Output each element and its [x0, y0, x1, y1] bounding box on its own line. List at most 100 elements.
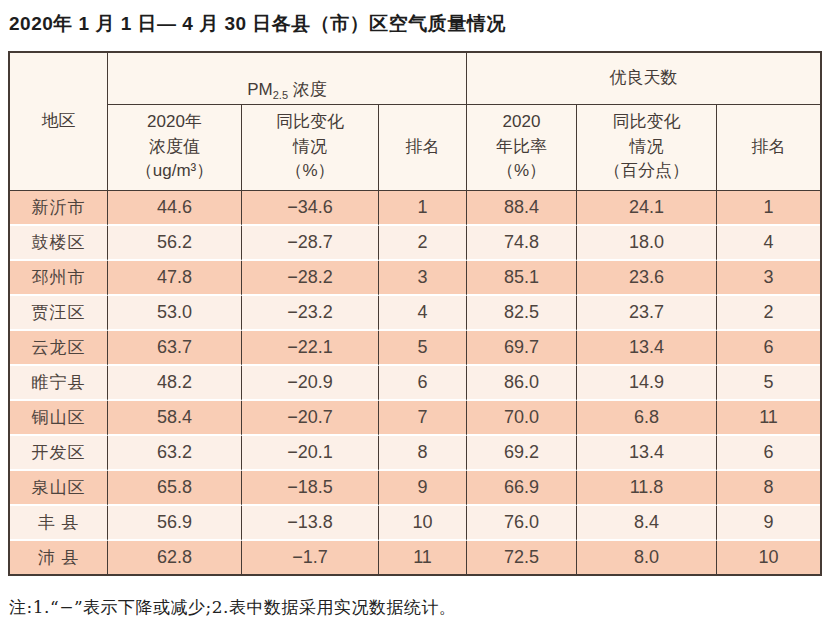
cell-good-rank: 9	[717, 506, 820, 541]
cell-pm-value: 47.8	[108, 261, 242, 296]
cell-good-rate: 82.5	[467, 296, 577, 331]
cell-good-rank: 6	[717, 331, 820, 366]
cell-pm-change: −13.8	[242, 506, 379, 541]
column-group-good-days: 优良天数	[467, 53, 820, 105]
cell-pm-value: 56.2	[108, 226, 242, 261]
cell-pm-value: 53.0	[108, 296, 242, 331]
pm25-subscript: 2.5	[273, 89, 288, 101]
cell-pm-change: −18.5	[242, 471, 379, 506]
cell-good-rank: 2	[717, 296, 820, 331]
cell-good-rate: 74.8	[467, 226, 577, 261]
cell-good-change: 18.0	[577, 226, 717, 261]
table-footnote: 注:1.“−”表示下降或减少;2.表中数据采用实况数据统计。	[8, 576, 818, 619]
column-group-pm25: PM2.5 浓度	[108, 53, 467, 105]
cell-good-change: 23.6	[577, 261, 717, 296]
cell-pm-value: 48.2	[108, 366, 242, 401]
cell-good-change: 6.8	[577, 401, 717, 436]
table-row: 邳州市 47.8 −28.2 3 85.1 23.6 3	[10, 261, 820, 296]
cell-good-change: 14.9	[577, 366, 717, 401]
cell-pm-value: 44.6	[108, 191, 242, 226]
table-row: 睢宁县 48.2 −20.9 6 86.0 14.9 5	[10, 366, 820, 401]
table-row: 鼓楼区 56.2 −28.7 2 74.8 18.0 4	[10, 226, 820, 261]
column-header-pm-change: 同比变化 情况 （%）	[242, 105, 379, 191]
cell-pm-rank: 9	[379, 471, 467, 506]
column-header-good-change: 同比变化 情况 （百分点）	[577, 105, 717, 191]
cell-pm-rank: 6	[379, 366, 467, 401]
cell-pm-rank: 2	[379, 226, 467, 261]
cell-good-rank: 5	[717, 366, 820, 401]
cell-region: 邳州市	[10, 261, 108, 296]
cell-pm-rank: 1	[379, 191, 467, 226]
table-header: 地区 PM2.5 浓度 优良天数 2020年 浓度值 （ug/m³） 同比变化 …	[10, 53, 820, 191]
cell-region: 贾汪区	[10, 296, 108, 331]
cell-good-rank: 6	[717, 436, 820, 471]
cell-pm-rank: 8	[379, 436, 467, 471]
cell-good-rate: 85.1	[467, 261, 577, 296]
cell-region: 泉山区	[10, 471, 108, 506]
cell-pm-change: −20.9	[242, 366, 379, 401]
cell-good-rank: 8	[717, 471, 820, 506]
cell-pm-rank: 7	[379, 401, 467, 436]
cell-good-change: 24.1	[577, 191, 717, 226]
column-header-good-rank: 排名	[717, 105, 820, 191]
cell-good-rate: 69.7	[467, 331, 577, 366]
cell-pm-change: −23.2	[242, 296, 379, 331]
cell-pm-change: −34.6	[242, 191, 379, 226]
column-header-pm-rank: 排名	[379, 105, 467, 191]
cell-good-change: 8.4	[577, 506, 717, 541]
table-row: 铜山区 58.4 −20.7 7 70.0 6.8 11	[10, 401, 820, 436]
table-row: 贾汪区 53.0 −23.2 4 82.5 23.7 2	[10, 296, 820, 331]
cell-region: 云龙区	[10, 331, 108, 366]
cell-pm-value: 62.8	[108, 541, 242, 574]
cell-region: 丰 县	[10, 506, 108, 541]
cell-pm-rank: 5	[379, 331, 467, 366]
cell-region: 新沂市	[10, 191, 108, 226]
cell-good-rate: 69.2	[467, 436, 577, 471]
cell-good-rate: 86.0	[467, 366, 577, 401]
pm25-label-prefix: PM	[247, 80, 273, 99]
cell-good-rank: 3	[717, 261, 820, 296]
cell-good-rate: 88.4	[467, 191, 577, 226]
cell-region: 睢宁县	[10, 366, 108, 401]
air-quality-table: 地区 PM2.5 浓度 优良天数 2020年 浓度值 （ug/m³） 同比变化 …	[8, 51, 822, 576]
cell-pm-change: −28.7	[242, 226, 379, 261]
table-row: 沛 县 62.8 −1.7 11 72.5 8.0 10	[10, 541, 820, 574]
cell-pm-change: −20.7	[242, 401, 379, 436]
cell-region: 铜山区	[10, 401, 108, 436]
cell-region: 沛 县	[10, 541, 108, 574]
cell-pm-change: −20.1	[242, 436, 379, 471]
cell-pm-change: −28.2	[242, 261, 379, 296]
cell-good-change: 13.4	[577, 331, 717, 366]
cell-pm-change: −22.1	[242, 331, 379, 366]
cell-pm-change: −1.7	[242, 541, 379, 574]
cell-good-change: 8.0	[577, 541, 717, 574]
cell-pm-rank: 3	[379, 261, 467, 296]
pm25-label-suffix: 浓度	[288, 80, 327, 99]
cell-good-rate: 66.9	[467, 471, 577, 506]
column-header-region: 地区	[10, 53, 108, 191]
column-header-pm-value: 2020年 浓度值 （ug/m³）	[108, 105, 242, 191]
cell-pm-value: 63.7	[108, 331, 242, 366]
cell-pm-rank: 4	[379, 296, 467, 331]
cell-good-rank: 1	[717, 191, 820, 226]
table-row: 云龙区 63.7 −22.1 5 69.7 13.4 6	[10, 331, 820, 366]
table-row: 丰 县 56.9 −13.8 10 76.0 8.4 9	[10, 506, 820, 541]
cell-good-change: 23.7	[577, 296, 717, 331]
page-title: 2020年 1 月 1 日— 4 月 30 日各县（市）区空气质量情况	[8, 0, 818, 37]
cell-good-rank: 10	[717, 541, 820, 574]
table-row: 新沂市 44.6 −34.6 1 88.4 24.1 1	[10, 191, 820, 226]
cell-good-rate: 72.5	[467, 541, 577, 574]
cell-good-rate: 70.0	[467, 401, 577, 436]
column-header-good-rate: 2020 年比率 （%）	[467, 105, 577, 191]
table-row: 泉山区 65.8 −18.5 9 66.9 11.8 8	[10, 471, 820, 506]
cell-good-change: 11.8	[577, 471, 717, 506]
cell-region: 开发区	[10, 436, 108, 471]
cell-good-rate: 76.0	[467, 506, 577, 541]
cell-pm-value: 65.8	[108, 471, 242, 506]
cell-good-rank: 4	[717, 226, 820, 261]
cell-good-rank: 11	[717, 401, 820, 436]
table-row: 开发区 63.2 −20.1 8 69.2 13.4 6	[10, 436, 820, 471]
cell-pm-rank: 11	[379, 541, 467, 574]
cell-good-change: 13.4	[577, 436, 717, 471]
cell-pm-value: 63.2	[108, 436, 242, 471]
